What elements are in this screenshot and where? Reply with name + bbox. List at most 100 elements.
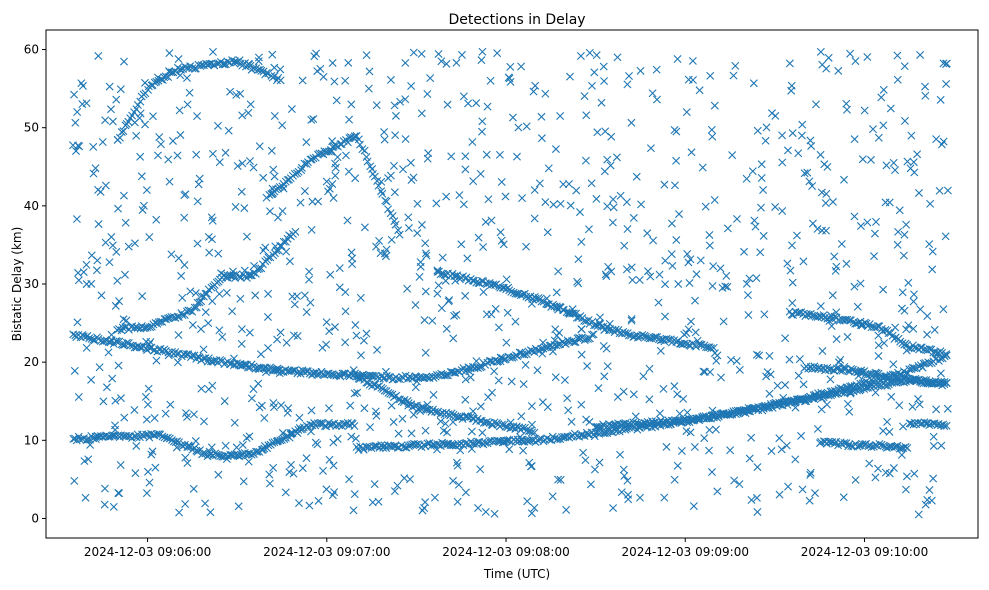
detection-point: [469, 407, 478, 416]
detection-point: [487, 216, 496, 225]
detection-point: [818, 347, 827, 356]
detection-point: [599, 62, 608, 71]
detection-point: [708, 132, 717, 141]
detection-point: [322, 485, 331, 494]
detection-point: [522, 242, 531, 251]
detection-point: [648, 89, 657, 98]
detection-point: [494, 420, 503, 429]
detection-point: [457, 240, 466, 249]
detection-point: [376, 249, 385, 258]
detection-point: [943, 404, 952, 413]
detection-point: [433, 267, 442, 276]
detection-point: [707, 344, 716, 353]
detection-point: [151, 463, 160, 472]
detection-point: [935, 186, 944, 195]
detection-point: [806, 468, 815, 477]
detection-point: [172, 443, 181, 452]
detection-point: [73, 107, 82, 116]
detection-point: [287, 460, 296, 469]
detection-point: [711, 425, 720, 434]
detection-point: [182, 409, 190, 418]
detection-point: [684, 258, 693, 267]
detection-point: [916, 305, 925, 314]
detection-point: [302, 308, 311, 317]
detection-point: [708, 406, 717, 415]
detection-point: [879, 121, 888, 130]
detection-point: [647, 417, 656, 426]
detection-point: [541, 343, 550, 352]
detection-point: [310, 52, 319, 61]
detection-point: [380, 128, 389, 137]
detection-point: [619, 387, 628, 396]
detection-point: [910, 469, 919, 478]
detection-point: [168, 136, 177, 145]
detection-point: [687, 148, 696, 157]
detection-point: [484, 393, 493, 402]
detection-point: [439, 426, 448, 435]
detection-point: [683, 408, 692, 417]
detection-point: [121, 218, 130, 227]
detection-point: [785, 59, 794, 68]
detection-point: [238, 159, 247, 168]
detection-point: [359, 336, 368, 345]
detection-point: [874, 351, 883, 360]
detection-point: [104, 348, 113, 357]
detection-point: [165, 177, 174, 186]
detection-point: [350, 132, 359, 141]
detection-point: [111, 396, 120, 405]
detection-point: [528, 420, 536, 429]
detection-point: [399, 165, 408, 174]
detection-point: [675, 409, 684, 418]
detection-point: [522, 122, 531, 131]
x-tick-label: 2024-12-03 09:07:00: [263, 545, 390, 559]
detection-point: [556, 475, 565, 484]
detection-point: [728, 151, 737, 160]
detection-point: [832, 335, 841, 344]
detection-point: [813, 424, 822, 433]
detection-point: [500, 436, 509, 445]
detection-point: [624, 420, 633, 429]
detection-point: [268, 50, 277, 59]
detection-point: [416, 407, 425, 416]
detection-point: [879, 426, 888, 435]
detection-point: [623, 224, 632, 233]
detection-point: [623, 80, 632, 89]
detection-point: [548, 347, 557, 356]
detection-point: [126, 341, 135, 350]
detection-point: [237, 187, 246, 196]
detection-point: [518, 423, 527, 432]
detection-point: [826, 375, 835, 384]
detection-point: [244, 108, 253, 117]
detection-point: [762, 123, 771, 132]
detection-point: [600, 326, 609, 335]
detection-point: [346, 401, 355, 410]
detection-point: [391, 131, 400, 140]
detection-point: [904, 278, 913, 287]
detection-point: [421, 249, 430, 258]
detection-point: [476, 465, 485, 474]
detection-point: [821, 199, 830, 208]
detection-point: [609, 195, 618, 204]
detection-point: [778, 131, 787, 140]
detection-point: [527, 428, 536, 437]
detection-point: [619, 465, 628, 474]
detection-point: [479, 287, 488, 296]
detection-point: [850, 282, 859, 291]
detection-point: [645, 395, 654, 404]
detection-point: [206, 508, 215, 517]
detection-point: [204, 319, 213, 328]
detection-point: [197, 384, 206, 393]
detection-point: [377, 187, 386, 196]
x-tick-label: 2024-12-03 09:08:00: [442, 545, 569, 559]
detection-point: [858, 440, 867, 449]
detection-point: [469, 177, 478, 186]
detection-point: [82, 280, 91, 289]
detection-point: [565, 433, 574, 442]
detection-point: [799, 257, 808, 266]
detection-point: [652, 95, 661, 104]
detection-point: [865, 459, 874, 468]
detection-point: [205, 248, 214, 257]
detection-point: [295, 423, 304, 432]
detection-point: [635, 276, 644, 284]
detection-point: [221, 148, 230, 157]
